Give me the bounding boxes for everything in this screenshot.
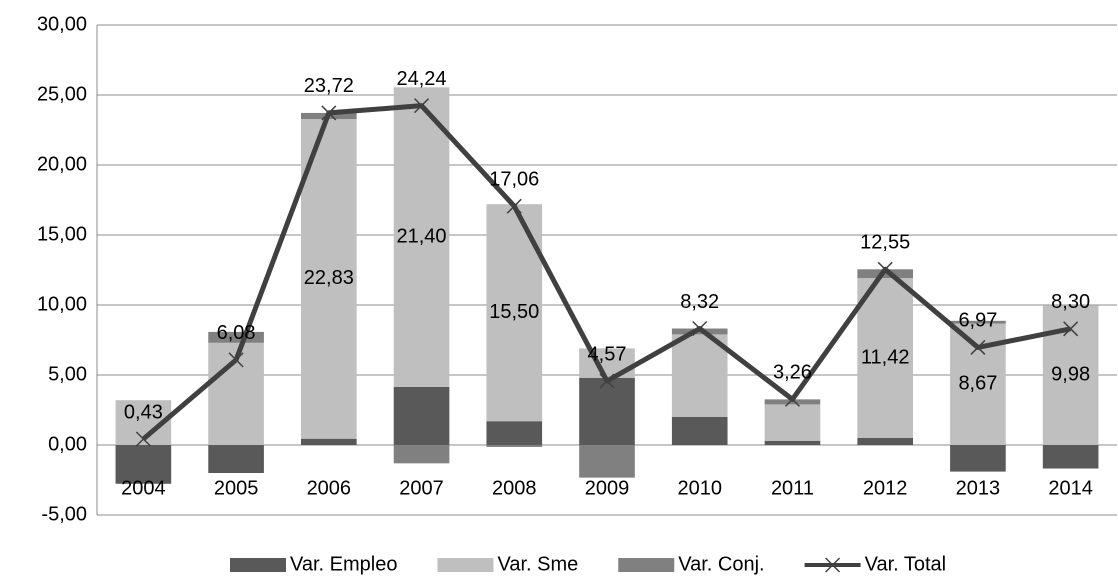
bar [393,386,450,445]
data-label: 15,50 [489,301,539,323]
y-tick-label: -5,00 [41,503,87,525]
bar [1042,445,1099,469]
y-tick-label: 5,00 [48,363,87,385]
legend-label: Var. Conj. [678,553,764,575]
data-label: 8,32 [680,291,719,313]
y-tick-label: 10,00 [37,293,87,315]
data-label: 4,57 [588,343,627,365]
marker [784,391,800,407]
data-label: 22,83 [304,267,354,289]
bar [764,404,821,441]
marker [970,339,986,355]
y-tick-label: 25,00 [37,83,87,105]
x-tick-label: 2008 [492,477,537,499]
bar [671,417,728,445]
bar [857,269,913,279]
legend-label: Var. Sme [497,553,578,575]
bar [950,445,1006,472]
y-tick-label: 30,00 [37,13,87,35]
bar [579,445,635,478]
data-label: 23,72 [304,75,354,97]
data-label: 11,42 [861,346,910,368]
bar [486,445,543,447]
bar [115,445,172,484]
marker [692,320,708,337]
x-tick-label: 2005 [214,477,259,499]
marker [877,261,893,277]
x-tick-label: 2012 [863,477,908,499]
bar [857,278,913,438]
bar [208,331,264,343]
marker [135,431,151,447]
bar [208,445,264,473]
y-tick-label: 15,00 [37,223,87,245]
data-label: 8,30 [1051,291,1090,313]
x-tick-label: 2009 [585,477,630,499]
data-label: 17,06 [489,168,539,190]
data-label: 24,24 [397,68,447,90]
y-tick-label: 0,00 [48,433,87,455]
x-tick-label: 2011 [771,477,814,499]
marker [414,98,430,114]
data-label: 6,97 [958,310,997,332]
x-tick-label: 2006 [307,477,352,499]
y-tick-label: 20,00 [37,153,87,175]
marker [599,373,615,389]
data-label: 9,98 [1051,363,1090,385]
marker [321,105,337,121]
bar [764,440,821,445]
data-label: 21,40 [397,225,447,247]
marker [1063,321,1079,337]
bar [857,438,913,445]
x-tick-label: 2013 [956,477,1001,499]
data-label: 6,08 [217,322,256,344]
marker [228,352,244,368]
bar [486,421,543,445]
bar [579,377,635,445]
x-tick-label: 2010 [677,477,722,499]
bar [301,438,357,445]
bar [301,119,357,439]
legend-swatch [618,558,675,572]
x-tick-label: 2014 [1048,477,1093,499]
legend-label: Var. Total [865,553,947,575]
data-label: 0,43 [124,401,163,423]
data-label: 12,55 [860,232,910,254]
bar [764,399,821,405]
legend-swatch [230,558,286,572]
bar [393,445,450,464]
bar [950,320,1006,324]
data-label: 8,67 [958,373,997,395]
marker [506,198,522,214]
bar [393,87,450,387]
legend-marker [825,557,841,573]
data-label: 3,26 [773,362,812,384]
x-tick-label: 2004 [121,477,166,499]
legend-label: Var. Empleo [290,553,397,575]
bar [671,334,728,417]
x-tick-label: 2007 [399,477,444,499]
legend-swatch [437,558,494,572]
